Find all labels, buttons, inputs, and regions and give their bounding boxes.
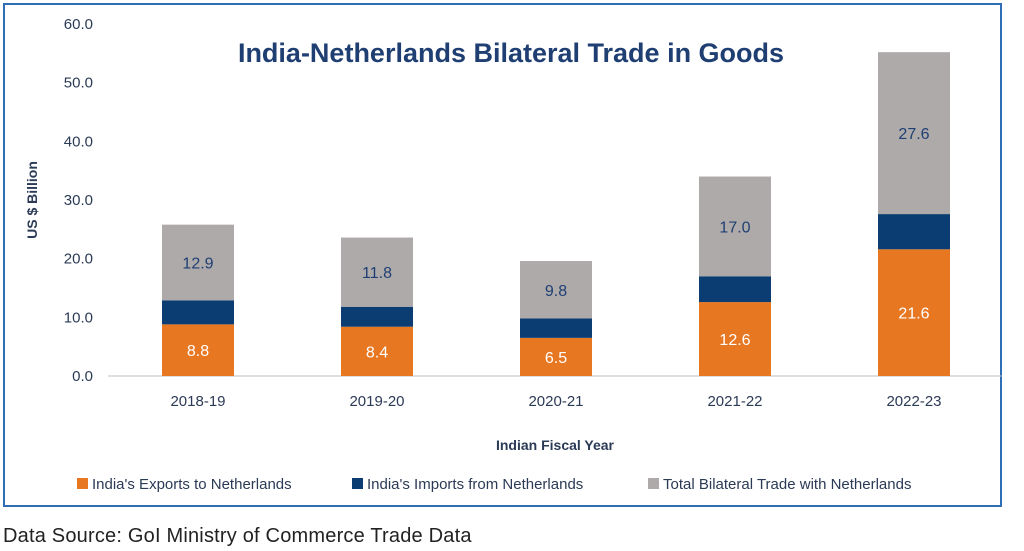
bar-segment <box>878 214 950 250</box>
y-tick-label: 30.0 <box>64 192 93 209</box>
legend-swatch <box>77 478 88 489</box>
bars: 8.8 12.9 8.4 11.8 6.5 9.8 12.6 17.0 21.6 27.6 <box>162 52 950 376</box>
legend-swatch <box>352 478 363 489</box>
bar-segment <box>162 300 234 325</box>
y-axis-label: US $ Billion <box>24 161 40 239</box>
bar-segment <box>699 276 771 303</box>
bar-data-label: 21.6 <box>898 306 929 323</box>
y-tick-label: 50.0 <box>64 75 93 92</box>
y-tick-label: 60.0 <box>64 16 93 33</box>
legend-label: Total Bilateral Trade with Netherlands <box>663 476 911 493</box>
y-tick-label: 40.0 <box>64 133 93 150</box>
bar-data-label: 17.0 <box>719 219 750 236</box>
bar-segment <box>520 261 592 319</box>
bar-segment <box>699 176 771 277</box>
bar-segment <box>520 337 592 376</box>
bar-data-label: 27.6 <box>898 126 929 143</box>
data-source-note: Data Source: GoI Ministry of Commerce Tr… <box>3 525 472 547</box>
bar-segment <box>341 237 413 307</box>
x-tick-label: 2020-21 <box>528 393 583 410</box>
bar-data-label: 12.6 <box>719 332 750 349</box>
bar-segment <box>162 224 234 301</box>
bar-segment <box>341 326 413 376</box>
bar-segment <box>520 318 592 338</box>
x-tick-label: 2022-23 <box>886 393 941 410</box>
legend-label: India's Imports from Netherlands <box>367 476 583 493</box>
bar-segment <box>699 302 771 376</box>
bar-segment <box>162 324 234 376</box>
bar-segment <box>878 249 950 376</box>
bar-data-label: 9.8 <box>545 283 567 300</box>
bar-data-label: 12.9 <box>182 255 213 272</box>
x-tick-label: 2019-20 <box>349 393 404 410</box>
bar-segment <box>878 52 950 215</box>
legend-label: India's Exports to Netherlands <box>92 476 292 493</box>
bar-segment <box>341 306 413 327</box>
y-tick-label: 10.0 <box>64 309 93 326</box>
y-tick-label: 0.0 <box>72 368 93 385</box>
x-axis-label: Indian Fiscal Year <box>496 437 615 453</box>
chart-title: India-Netherlands Bilateral Trade in Goo… <box>238 38 784 68</box>
y-tick-label: 20.0 <box>64 251 93 268</box>
bar-data-label: 6.5 <box>545 350 567 367</box>
x-tick-label: 2021-22 <box>707 393 762 410</box>
legend-swatch <box>648 478 659 489</box>
bar-data-label: 8.4 <box>366 344 388 361</box>
y-tick-labels: 0.0 10.0 20.0 30.0 40.0 50.0 60.0 <box>64 16 93 385</box>
x-tick-label: 2018-19 <box>170 393 225 410</box>
bar-data-label: 8.8 <box>187 343 209 360</box>
x-tick-labels: 2018-19 2019-20 2020-21 2021-22 2022-23 <box>170 393 941 410</box>
bar-data-label: 11.8 <box>362 265 392 282</box>
legend: India's Exports to Netherlands India's Im… <box>77 476 911 493</box>
